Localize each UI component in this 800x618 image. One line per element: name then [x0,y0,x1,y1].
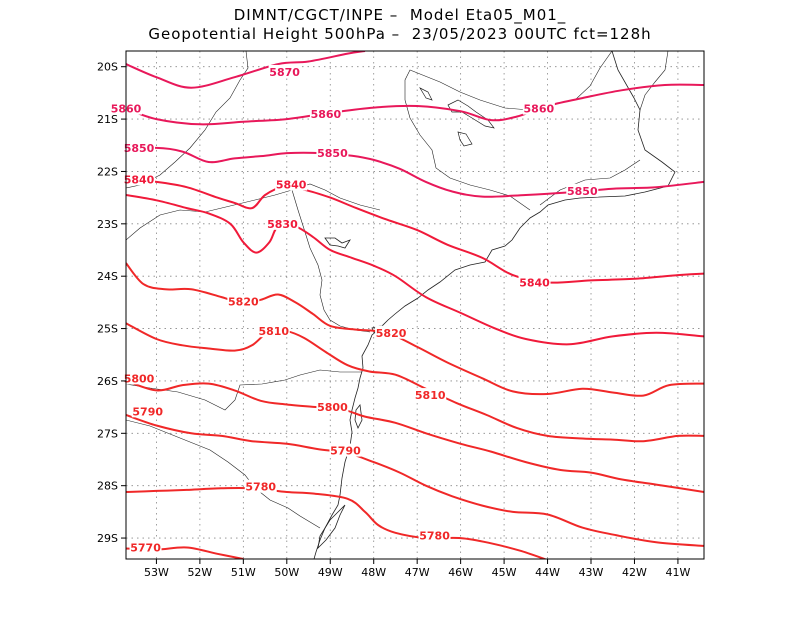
lon-tick-label: 47W [405,566,430,579]
lon-tick-label: 51W [231,566,256,579]
contour-label-5860: 5860 [311,108,342,121]
contour-label-5840: 5840 [124,173,155,186]
lat-tick-label: 29S [97,532,118,545]
contour-label-5810: 5810 [258,325,289,338]
plot-frame [125,50,705,560]
contour-label-5800: 5800 [317,401,348,414]
contour-label-5810: 5810 [415,389,446,402]
contour-label-bg [518,275,551,289]
lon-tick-label: 44W [535,566,560,579]
lon-tick-label: 45W [492,566,517,579]
contour-label-5830: 5830 [267,218,298,231]
gridlines [126,51,704,559]
contour-label-5800: 5800 [124,372,155,385]
contour-5790 [126,414,704,547]
coastline-and-borders [126,51,676,559]
lat-tick-label: 22S [97,165,118,178]
axis-ticks: 20S 21S 22S 23S 24S 25S 26S 27S 28S 29S 53W 52W 51W 5… [97,61,690,579]
contour-5850 [126,146,704,198]
contour-5840 [126,178,704,284]
contour-label-5850: 5850 [567,185,598,198]
lat-tick-label: 23S [97,218,118,231]
contour-label-bg [123,172,156,186]
lon-tick-label: 43W [579,566,604,579]
contour-5810 [126,322,704,443]
contour-label-bg [244,479,277,493]
lat-tick-label: 28S [97,480,118,493]
contour-label-bg [129,540,162,554]
contour-label-bg [266,216,299,230]
lat-tick-label: 20S [97,61,118,74]
contour-label-bg [418,528,451,542]
contour-label-5840: 5840 [276,179,307,192]
lat-tick-label: 24S [97,270,118,283]
contour-label-bg [375,325,408,339]
lon-tick-label: 46W [448,566,473,579]
contour-label-bg [131,404,164,418]
contour-label-bg [522,101,555,115]
lon-tick-label: 53W [144,566,169,579]
contour-label-5790: 5790 [330,445,361,458]
contour-5780 [126,486,548,559]
contour-label-5850: 5850 [317,147,348,160]
map-title-line-1: DIMNT/CGCT/INPE – Model Eta05_M01_ [233,6,567,24]
contour-label-bg [268,64,301,78]
lon-tick-label: 48W [361,566,386,579]
contour-label-bg [227,294,260,308]
contour-5800 [126,379,704,493]
contour-label-5850: 5850 [124,142,155,155]
contour-lines [126,51,704,559]
contour-label-bg [123,371,156,385]
contour-label-5820: 5820 [228,295,259,308]
contour-label-5860: 5860 [524,103,555,116]
lon-tick-label: 50W [274,566,299,579]
contour-label-bg [123,140,156,154]
lat-tick-label: 21S [97,113,118,126]
contour-label-bg [275,177,308,191]
contour-label-5820: 5820 [376,327,407,340]
contour-label-5870: 5870 [269,66,300,79]
contour-label-5780: 5780 [245,481,276,494]
contour-label-5790: 5790 [132,405,163,418]
contour-label-bg [257,324,290,338]
contour-label-bg [329,443,362,457]
contour-label-5770: 5770 [130,541,161,554]
contour-5820 [126,262,704,397]
contour-label-bg [414,388,447,402]
lon-tick-label: 52W [187,566,212,579]
contour-5830 [126,194,704,346]
lon-tick-label: 41W [665,566,690,579]
lat-tick-label: 25S [97,323,118,336]
contour-5860 [126,83,704,126]
contour-label-bg [316,146,349,160]
contour-label-5780: 5780 [419,529,450,542]
lat-tick-label: 26S [97,375,118,388]
lon-tick-label: 42W [622,566,647,579]
contour-label-5840: 5840 [519,276,550,289]
contour-label-bg [316,400,349,414]
contour-label-bg [566,183,599,197]
contour-5870 [126,51,366,89]
map-title-line-2: Geopotential Height 500hPa – 23/05/2023 … [148,25,652,43]
lat-tick-label: 27S [97,427,118,440]
lon-tick-label: 49W [318,566,343,579]
contour-label-bg [309,106,342,120]
